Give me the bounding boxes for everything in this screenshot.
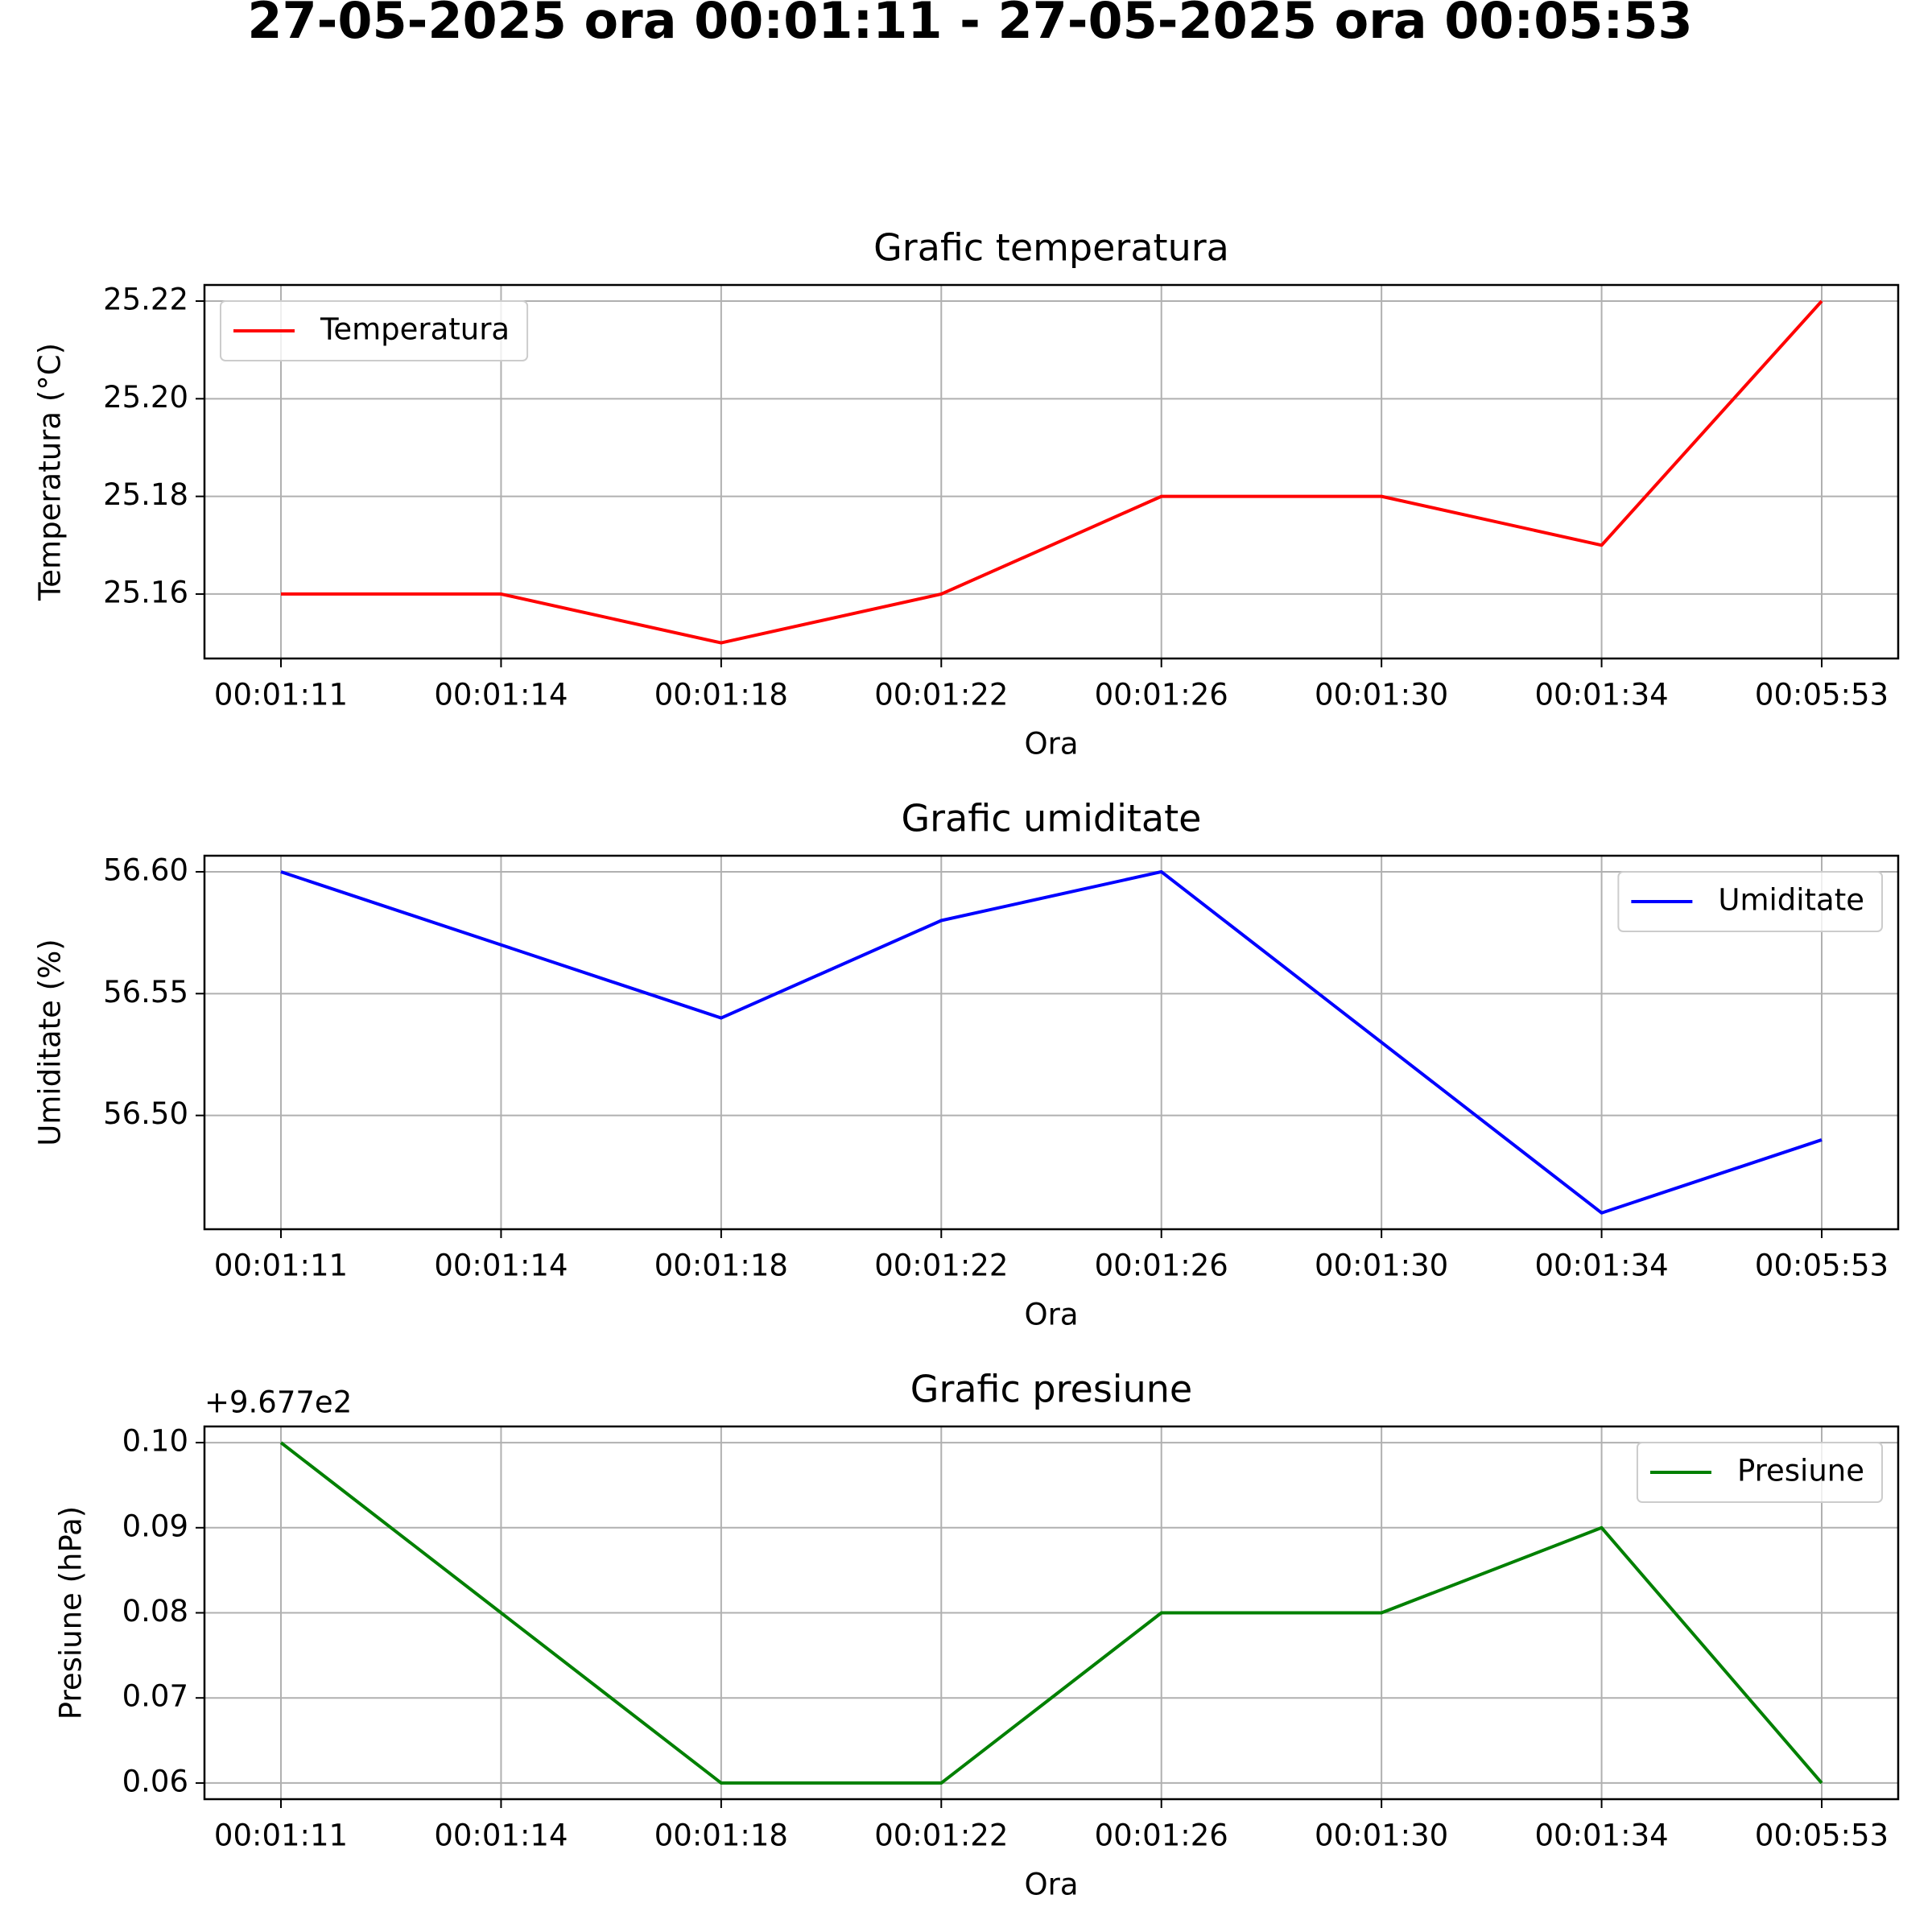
y-tick-label: 0.10 [122,1424,188,1459]
x-tick-label: 00:01:26 [1095,1249,1228,1283]
x-tick-label: 00:05:53 [1755,678,1889,712]
x-tick-label: 00:01:11 [214,1249,348,1283]
legend: Presiune [1636,1442,1883,1503]
x-tick-label: 00:01:30 [1315,678,1448,712]
y-tick-label: 0.06 [122,1764,188,1798]
x-tick-label: 00:01:11 [214,1818,348,1853]
chart-title: Grafic umiditate [902,797,1202,840]
y-axis-label: Temperatura (°C) [33,343,68,601]
x-tick-label: 00:01:26 [1095,1818,1228,1853]
x-tick-label: 00:05:53 [1755,1818,1889,1853]
x-tick-label: 00:01:11 [214,678,348,712]
x-tick-label: 00:01:18 [654,1818,788,1853]
data-line [280,869,1823,1215]
x-tick-label: 00:01:22 [874,1249,1008,1283]
legend: Umiditate [1617,871,1883,932]
x-tick-label: 00:01:34 [1534,1818,1668,1853]
x-axis-label: Ora [1024,727,1078,762]
x-tick-label: 00:01:22 [874,678,1008,712]
plot-frame [203,854,1900,1231]
legend-box [1617,871,1883,932]
x-tick-label: 00:01:26 [1095,678,1228,712]
data-line [279,1441,1823,1785]
figure-title: 27-05-2025 ora 00:01:11 - 27-05-2025 ora… [247,0,1692,50]
legend-label: Presiune [1737,1454,1864,1488]
legend-box [1636,1442,1883,1503]
y-tick-label: 25.22 [103,283,188,317]
legend: Temperatura [220,300,529,361]
y-tick-label: 25.16 [103,575,188,609]
plot-frame [203,283,1900,660]
x-tick-label: 00:01:14 [434,1249,568,1283]
legend-label: Temperatura [320,312,510,347]
x-tick-label: 00:05:53 [1755,1249,1889,1283]
y-tick-label: 0.09 [122,1509,188,1543]
x-tick-label: 00:01:18 [654,1249,788,1283]
chart-title: Grafic presiune [910,1368,1192,1411]
y-axis-label: Presiune (hPa) [54,1506,89,1719]
y-tick-label: 25.18 [103,477,188,512]
x-tick-label: 00:01:14 [434,1818,568,1853]
y-tick-label: 56.60 [103,852,188,887]
x-axis-label: Ora [1024,1298,1078,1332]
x-axis-label: Ora [1024,1868,1078,1902]
x-tick-label: 00:01:30 [1315,1818,1448,1853]
y-tick-label: 0.08 [122,1594,188,1629]
x-tick-label: 00:01:22 [874,1818,1008,1853]
y-tick-label: 0.07 [122,1679,188,1714]
chart-title: Grafic temperatura [873,226,1229,270]
x-tick-label: 00:01:18 [654,678,788,712]
x-tick-label: 00:01:30 [1315,1249,1448,1283]
data-line [281,299,1823,645]
legend-box [220,300,529,361]
plot-frame [203,1425,1900,1801]
x-tick-label: 00:01:34 [1534,678,1668,712]
y-axis-label: Umiditate (%) [33,939,68,1146]
x-tick-label: 00:01:14 [434,678,568,712]
axis-offset-label: +9.677e2 [204,1385,352,1420]
y-tick-label: 25.20 [103,380,188,415]
x-tick-label: 00:01:34 [1534,1249,1668,1283]
y-tick-label: 56.50 [103,1096,188,1131]
y-tick-label: 56.55 [103,975,188,1009]
legend-label: Umiditate [1718,883,1864,918]
